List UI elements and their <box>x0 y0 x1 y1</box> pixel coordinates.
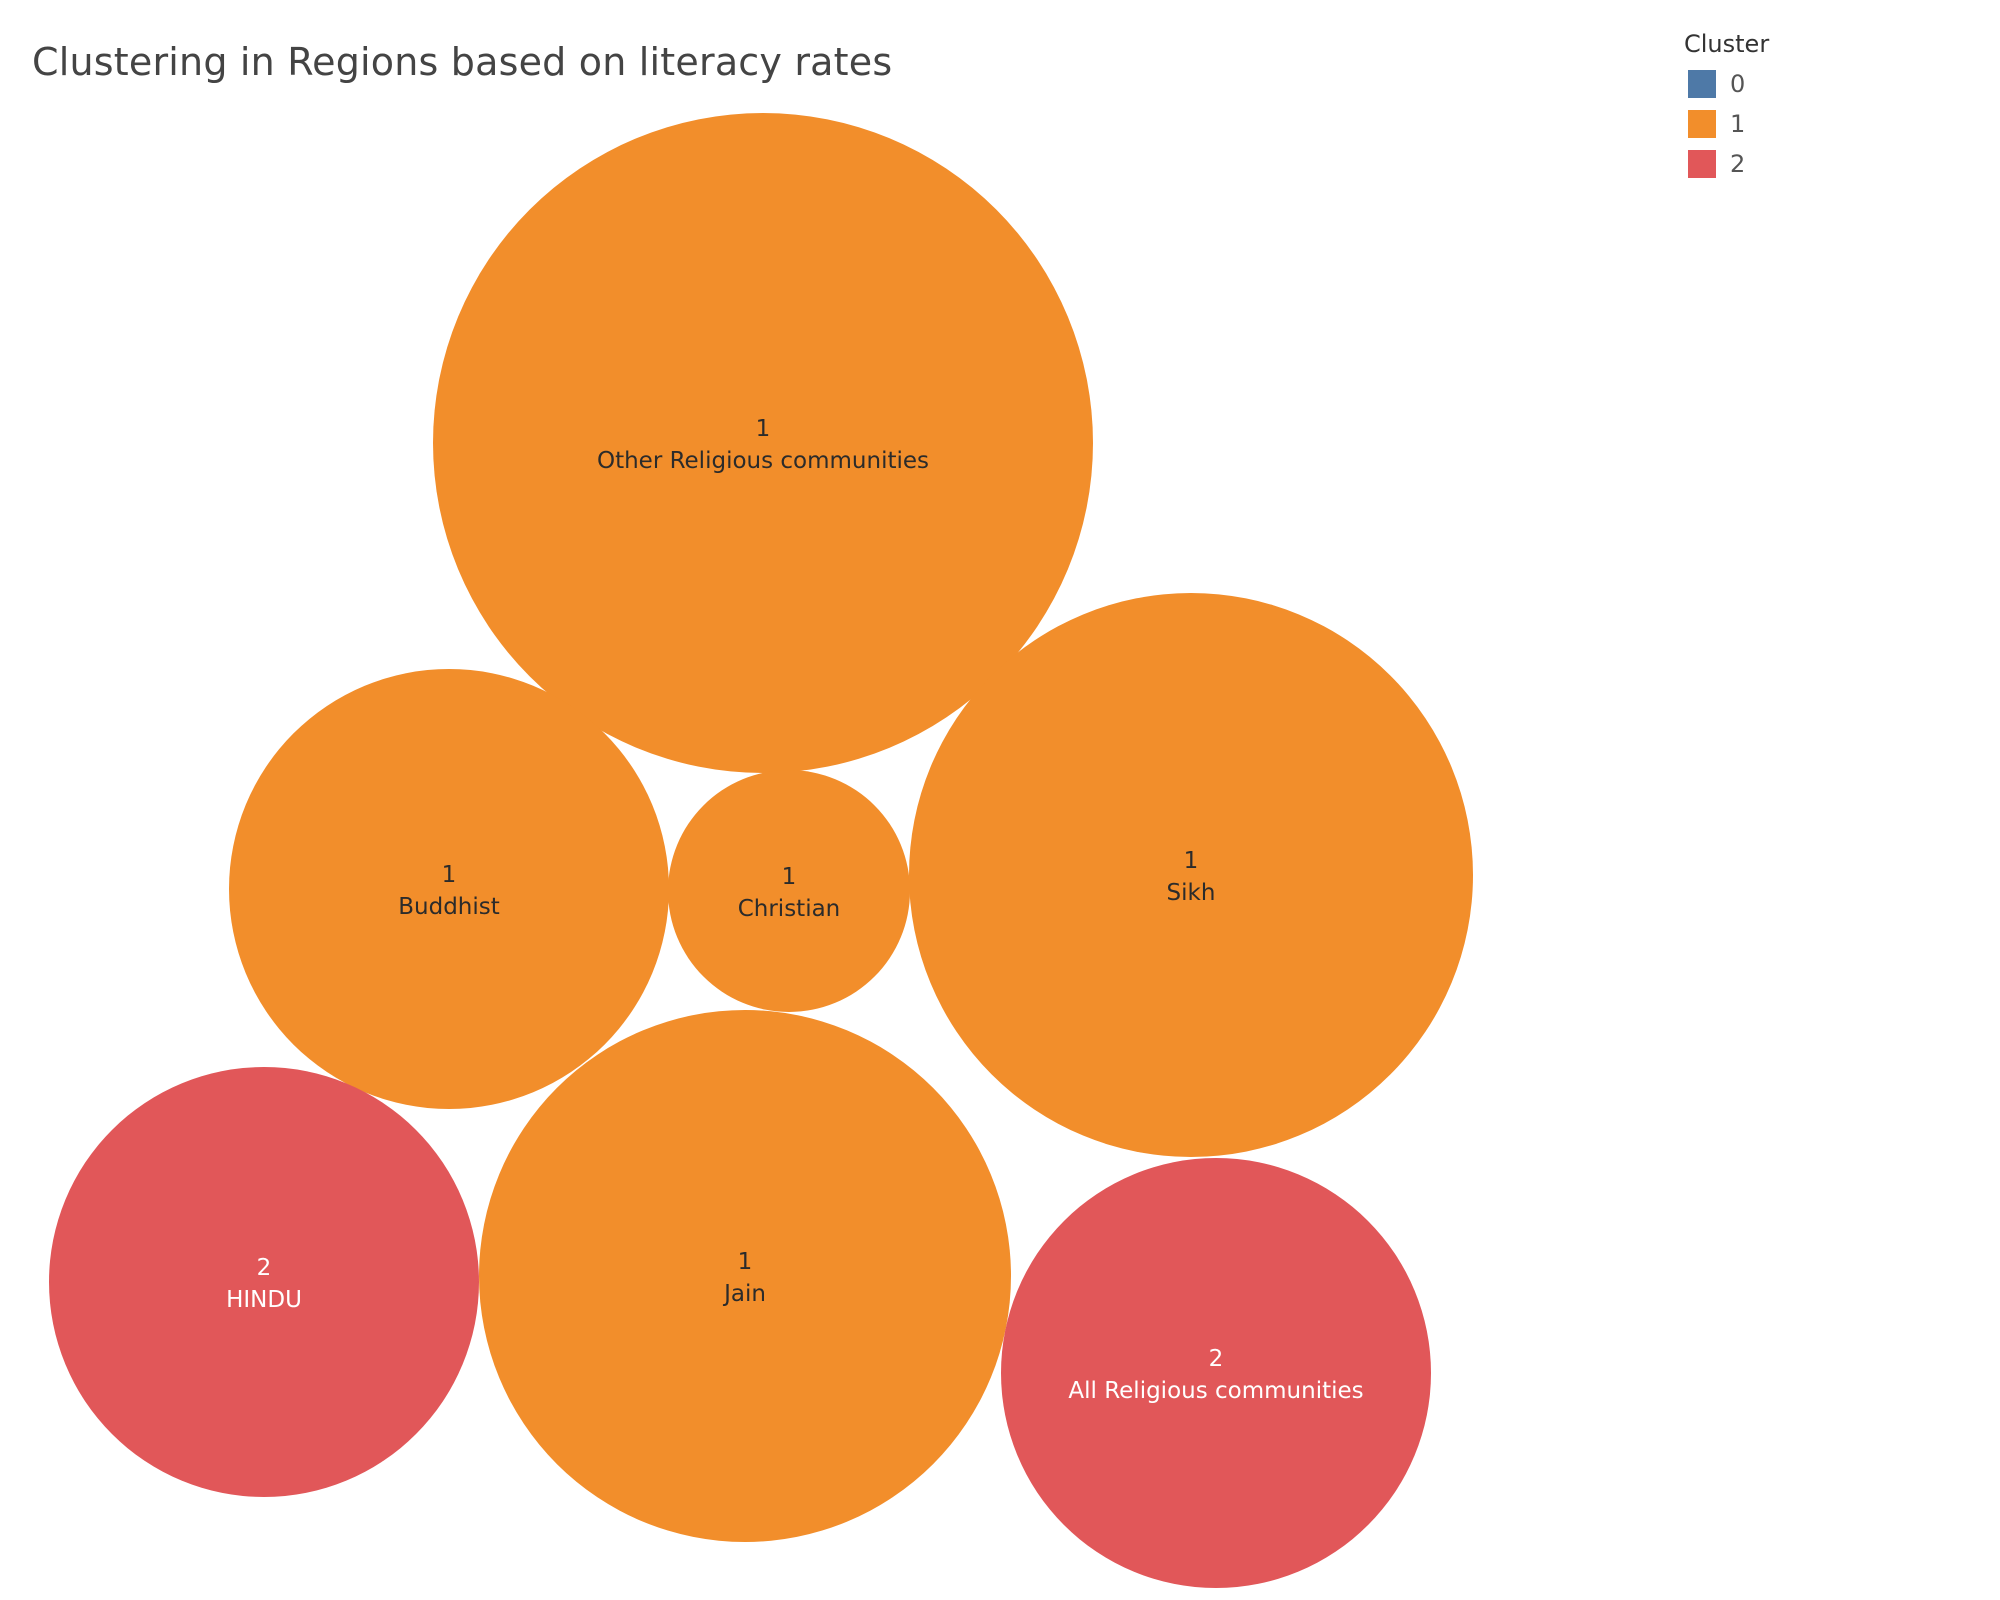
legend-item-0[interactable]: 0 <box>1684 64 1904 104</box>
bubble-cluster-label-christian: 1 <box>782 864 797 890</box>
legend-title: Cluster <box>1684 30 1770 58</box>
bubble-cluster-label-hindu: 2 <box>257 1255 272 1281</box>
bubble-cluster-label-other-religious-communities: 1 <box>756 416 771 442</box>
bubble-category-label-hindu: HINDU <box>226 1287 302 1313</box>
bubble-sikh[interactable] <box>909 593 1473 1157</box>
legend-item-1[interactable]: 1 <box>1684 104 1904 144</box>
legend-label-0: 0 <box>1730 70 1746 98</box>
bubble-cluster-label-buddhist: 1 <box>442 862 457 888</box>
bubble-category-label-other-religious-communities: Other Religious communities <box>597 448 929 474</box>
bubble-category-label-christian: Christian <box>738 896 841 922</box>
bubble-category-label-all-religious-communities: All Religious communities <box>1068 1378 1363 1404</box>
legend-label-2: 2 <box>1730 150 1746 178</box>
legend: Cluster 0 1 2 <box>1684 30 1904 184</box>
legend-swatch-2 <box>1688 150 1716 178</box>
bubble-christian[interactable] <box>668 770 910 1012</box>
legend-swatch-1 <box>1688 110 1716 138</box>
bubble-cluster-label-sikh: 1 <box>1184 848 1199 874</box>
bubble-jain[interactable] <box>479 1010 1011 1542</box>
legend-swatch-0 <box>1688 70 1716 98</box>
chart-title: Clustering in Regions based on literacy … <box>32 40 893 84</box>
bubble-other-religious-communities[interactable] <box>433 113 1093 773</box>
legend-label-1: 1 <box>1730 110 1746 138</box>
bubble-category-label-buddhist: Buddhist <box>398 894 500 920</box>
bubble-category-label-sikh: Sikh <box>1167 880 1216 906</box>
bubble-hindu[interactable] <box>49 1067 479 1497</box>
bubble-cluster-label-all-religious-communities: 2 <box>1209 1346 1224 1372</box>
bubble-category-label-jain: Jain <box>722 1281 766 1307</box>
bubble-cluster-label-jain: 1 <box>738 1249 753 1275</box>
bubble-all-religious-communities[interactable] <box>1001 1158 1431 1588</box>
bubble-buddhist[interactable] <box>229 669 669 1109</box>
legend-item-2[interactable]: 2 <box>1684 144 1904 184</box>
